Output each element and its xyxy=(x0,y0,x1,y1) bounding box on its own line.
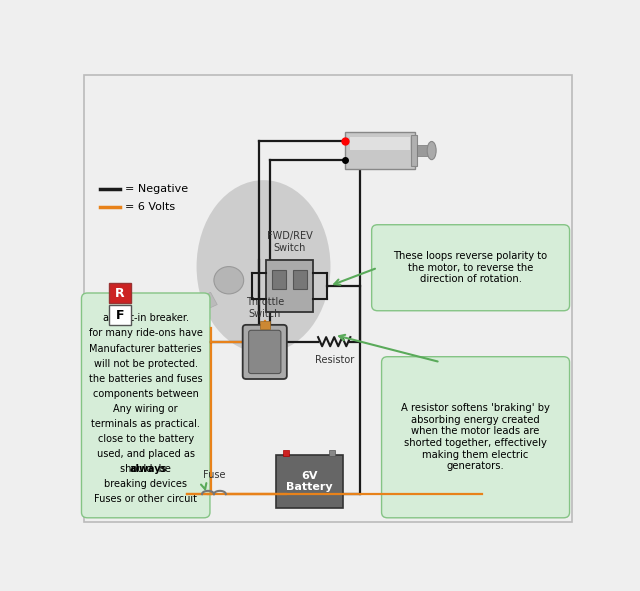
Bar xyxy=(272,270,286,288)
Text: R: R xyxy=(115,287,125,300)
Text: These loops reverse polarity to
the motor, to reverse the
direction of rotation.: These loops reverse polarity to the moto… xyxy=(394,251,548,284)
Bar xyxy=(346,132,415,169)
Bar xyxy=(284,450,289,456)
Circle shape xyxy=(214,267,244,294)
Text: used, and placed as: used, and placed as xyxy=(97,449,195,459)
Text: components between: components between xyxy=(93,388,198,398)
Bar xyxy=(417,145,431,156)
Bar xyxy=(350,137,410,150)
Text: always: always xyxy=(129,464,167,473)
Text: = 6 Volts: = 6 Volts xyxy=(125,203,175,212)
Bar xyxy=(109,282,131,303)
Bar xyxy=(411,135,417,167)
Text: Fuses or other circuit: Fuses or other circuit xyxy=(94,493,197,504)
Bar xyxy=(276,456,343,508)
Text: terminals as practical.: terminals as practical. xyxy=(92,418,200,428)
Text: Resistor: Resistor xyxy=(315,355,354,365)
Text: Any wiring or: Any wiring or xyxy=(113,404,178,414)
Text: breaking devices: breaking devices xyxy=(104,479,188,489)
Bar xyxy=(109,306,131,325)
Text: Fuse: Fuse xyxy=(203,470,225,480)
Bar xyxy=(330,450,335,456)
Text: a built-in breaker.: a built-in breaker. xyxy=(102,313,189,323)
FancyBboxPatch shape xyxy=(81,293,210,518)
Text: will not be protected.: will not be protected. xyxy=(93,359,198,369)
Bar xyxy=(266,260,313,312)
FancyBboxPatch shape xyxy=(243,325,287,379)
Text: = Negative: = Negative xyxy=(125,184,188,194)
Text: 6V
Battery: 6V Battery xyxy=(286,471,333,492)
FancyArrow shape xyxy=(156,293,217,329)
Text: A resistor softens 'braking' by
absorbing energy created
when the motor leads ar: A resistor softens 'braking' by absorbin… xyxy=(401,403,550,471)
FancyBboxPatch shape xyxy=(372,225,570,311)
Text: close to the battery: close to the battery xyxy=(98,434,194,444)
Text: for many ride-ons have: for many ride-ons have xyxy=(89,329,203,339)
Text: F: F xyxy=(115,309,124,322)
Text: should  be: should be xyxy=(120,464,171,473)
FancyBboxPatch shape xyxy=(381,357,570,518)
Text: FWD/REV
Switch: FWD/REV Switch xyxy=(267,231,312,253)
Ellipse shape xyxy=(428,141,436,160)
Bar xyxy=(260,321,269,329)
Text: Manufacturer batteries: Manufacturer batteries xyxy=(90,343,202,353)
Ellipse shape xyxy=(196,180,330,353)
Bar xyxy=(293,270,307,288)
Text: Throttle
Switch: Throttle Switch xyxy=(246,297,284,319)
Text: the batteries and fuses: the batteries and fuses xyxy=(89,374,202,384)
FancyBboxPatch shape xyxy=(249,330,281,374)
